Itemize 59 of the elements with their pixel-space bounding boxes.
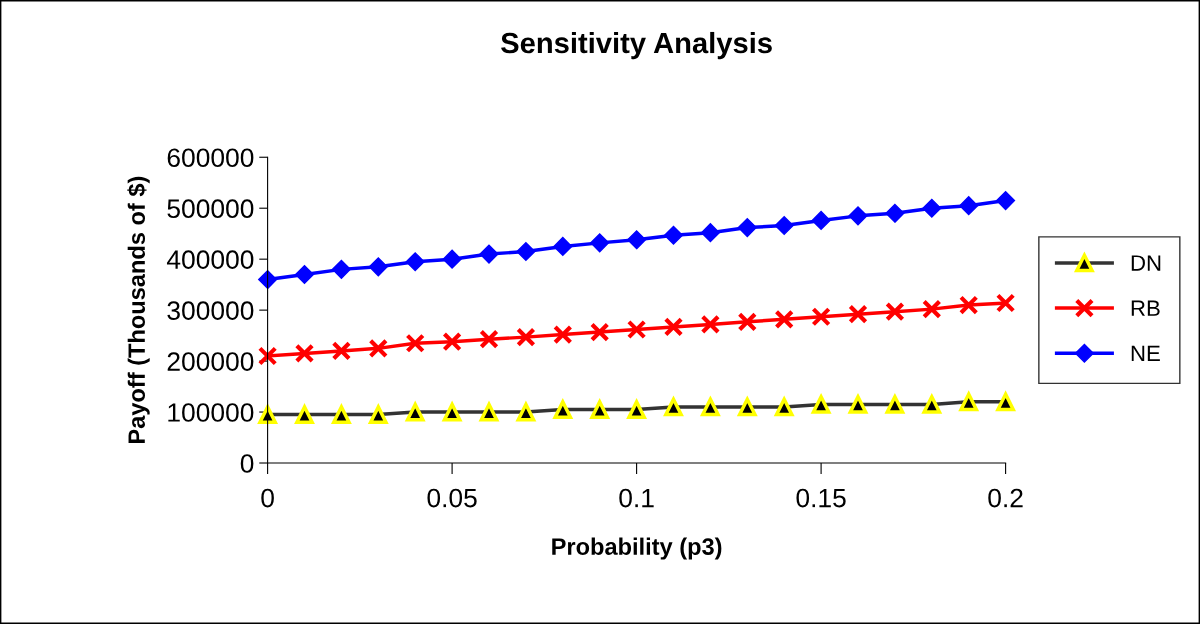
x-tick-label: 0.1 bbox=[619, 488, 654, 508]
point bbox=[885, 301, 905, 322]
x-tick-label: 0 bbox=[261, 488, 274, 508]
point bbox=[959, 196, 979, 216]
point bbox=[553, 324, 573, 345]
point bbox=[774, 309, 794, 330]
point bbox=[848, 304, 868, 324]
point bbox=[442, 331, 462, 352]
point bbox=[996, 191, 1016, 211]
y-tick-label: 0 bbox=[240, 454, 254, 473]
point bbox=[663, 225, 684, 245]
point bbox=[885, 203, 905, 223]
point bbox=[774, 216, 794, 236]
point bbox=[553, 236, 573, 256]
y-tick-label: 100000 bbox=[168, 403, 254, 422]
legend-label: DN bbox=[1131, 255, 1161, 271]
point bbox=[922, 198, 942, 218]
point bbox=[368, 257, 388, 277]
legend-label: NE bbox=[1131, 345, 1160, 362]
legend-label: RB bbox=[1131, 300, 1160, 316]
point bbox=[331, 341, 352, 361]
point bbox=[294, 264, 315, 284]
point bbox=[257, 346, 278, 366]
point bbox=[922, 299, 942, 319]
point bbox=[479, 244, 499, 264]
point bbox=[811, 307, 831, 327]
point bbox=[589, 322, 610, 342]
point bbox=[516, 327, 536, 347]
y-tick-label: 500000 bbox=[167, 199, 254, 219]
x-tick-label: 0.2 bbox=[988, 488, 1023, 508]
point bbox=[811, 210, 831, 230]
y-tick-label: 300000 bbox=[167, 301, 254, 320]
point bbox=[663, 317, 684, 337]
chart-title: Sensitivity Analysis bbox=[501, 31, 772, 60]
x-axis-title: Probability (p3) bbox=[552, 537, 722, 560]
x-tick-label: 0.15 bbox=[796, 488, 846, 508]
point bbox=[590, 233, 610, 253]
point bbox=[405, 333, 425, 353]
point bbox=[516, 241, 536, 262]
point bbox=[995, 293, 1016, 313]
point bbox=[737, 218, 757, 238]
point bbox=[368, 338, 389, 359]
y-axis-title: Payoff (Thousands of $) bbox=[127, 176, 150, 443]
point bbox=[294, 343, 315, 364]
y-tick-label: 400000 bbox=[166, 250, 254, 269]
point bbox=[479, 329, 499, 349]
point bbox=[626, 319, 647, 340]
y-tick-label: 200000 bbox=[167, 352, 254, 371]
point bbox=[700, 314, 721, 335]
point bbox=[331, 259, 351, 279]
point bbox=[442, 249, 462, 269]
point bbox=[848, 206, 868, 226]
x-tick-label: 0.05 bbox=[427, 488, 477, 508]
point bbox=[737, 312, 758, 332]
point bbox=[958, 295, 979, 315]
point bbox=[700, 223, 720, 243]
point bbox=[627, 230, 647, 250]
point bbox=[405, 252, 425, 272]
y-tick-label: 600000 bbox=[167, 148, 254, 168]
